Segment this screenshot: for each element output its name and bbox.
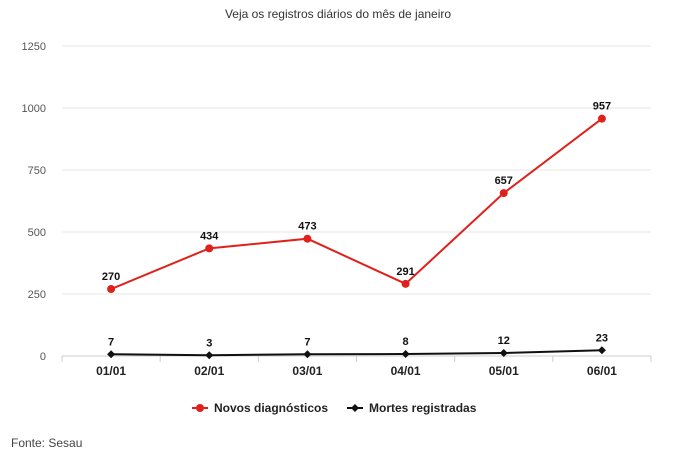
data-label: 657	[495, 175, 513, 187]
x-tick-label: 03/01	[292, 364, 322, 378]
data-point[interactable]	[401, 279, 410, 288]
legend-label: Mortes registradas	[369, 401, 477, 415]
y-tick-label: 500	[28, 227, 46, 239]
legend-marker	[351, 404, 359, 412]
grid-lines	[62, 45, 651, 357]
data-label: 7	[108, 336, 114, 348]
x-tick-label: 05/01	[489, 364, 519, 378]
data-label: 957	[593, 101, 611, 113]
y-tick-label: 0	[40, 351, 46, 363]
data-label: 270	[102, 271, 120, 283]
data-point[interactable]	[597, 114, 606, 123]
x-tick-label: 06/01	[587, 364, 617, 378]
data-point[interactable]	[303, 350, 312, 359]
legend-item-1[interactable]: Mortes registradas	[347, 401, 477, 415]
y-axis-ticks: 0 250 500 750 1000 1250	[22, 41, 46, 363]
data-label: 291	[396, 266, 414, 278]
chart-title: Veja os registros diários do mês de jane…	[225, 7, 451, 21]
y-tick-label: 750	[28, 165, 46, 177]
data-point[interactable]	[401, 350, 410, 359]
data-label: 3	[206, 337, 212, 349]
y-tick-label: 1000	[22, 103, 46, 115]
data-label: 8	[403, 336, 409, 348]
y-tick-label: 250	[28, 289, 46, 301]
data-label: 12	[498, 335, 510, 347]
legend-label: Novos diagnósticos	[214, 401, 328, 415]
series-line-1	[111, 349, 602, 357]
legend-marker	[196, 404, 204, 412]
series-line-0	[110, 117, 603, 290]
x-tick-label: 04/01	[391, 364, 421, 378]
source-note: Fonte: Sesau	[11, 436, 83, 450]
y-tick-label: 1250	[22, 41, 46, 53]
data-label: 473	[298, 221, 316, 233]
data-point[interactable]	[107, 350, 116, 359]
x-tick-label: 01/01	[96, 364, 126, 378]
data-labels: 270 434 473 291 657 957 7 3 7 8 12 23	[102, 101, 611, 350]
data-point[interactable]	[205, 351, 214, 360]
data-label: 434	[200, 230, 219, 242]
legend[interactable]: Novos diagnósticos Mortes registradas	[192, 401, 477, 415]
data-point[interactable]	[597, 346, 606, 355]
data-point[interactable]	[499, 349, 508, 358]
data-label: 23	[596, 332, 608, 344]
data-label: 7	[304, 336, 310, 348]
data-point[interactable]	[303, 234, 312, 243]
x-tick-label: 02/01	[194, 364, 224, 378]
x-axis-ticks: 01/01 02/01 03/01 04/01 05/01 06/01	[61, 356, 652, 378]
data-point[interactable]	[499, 189, 508, 198]
data-point[interactable]	[107, 285, 116, 294]
legend-item-0[interactable]: Novos diagnósticos	[192, 401, 328, 415]
data-point[interactable]	[205, 244, 214, 253]
series-lines	[107, 114, 606, 360]
